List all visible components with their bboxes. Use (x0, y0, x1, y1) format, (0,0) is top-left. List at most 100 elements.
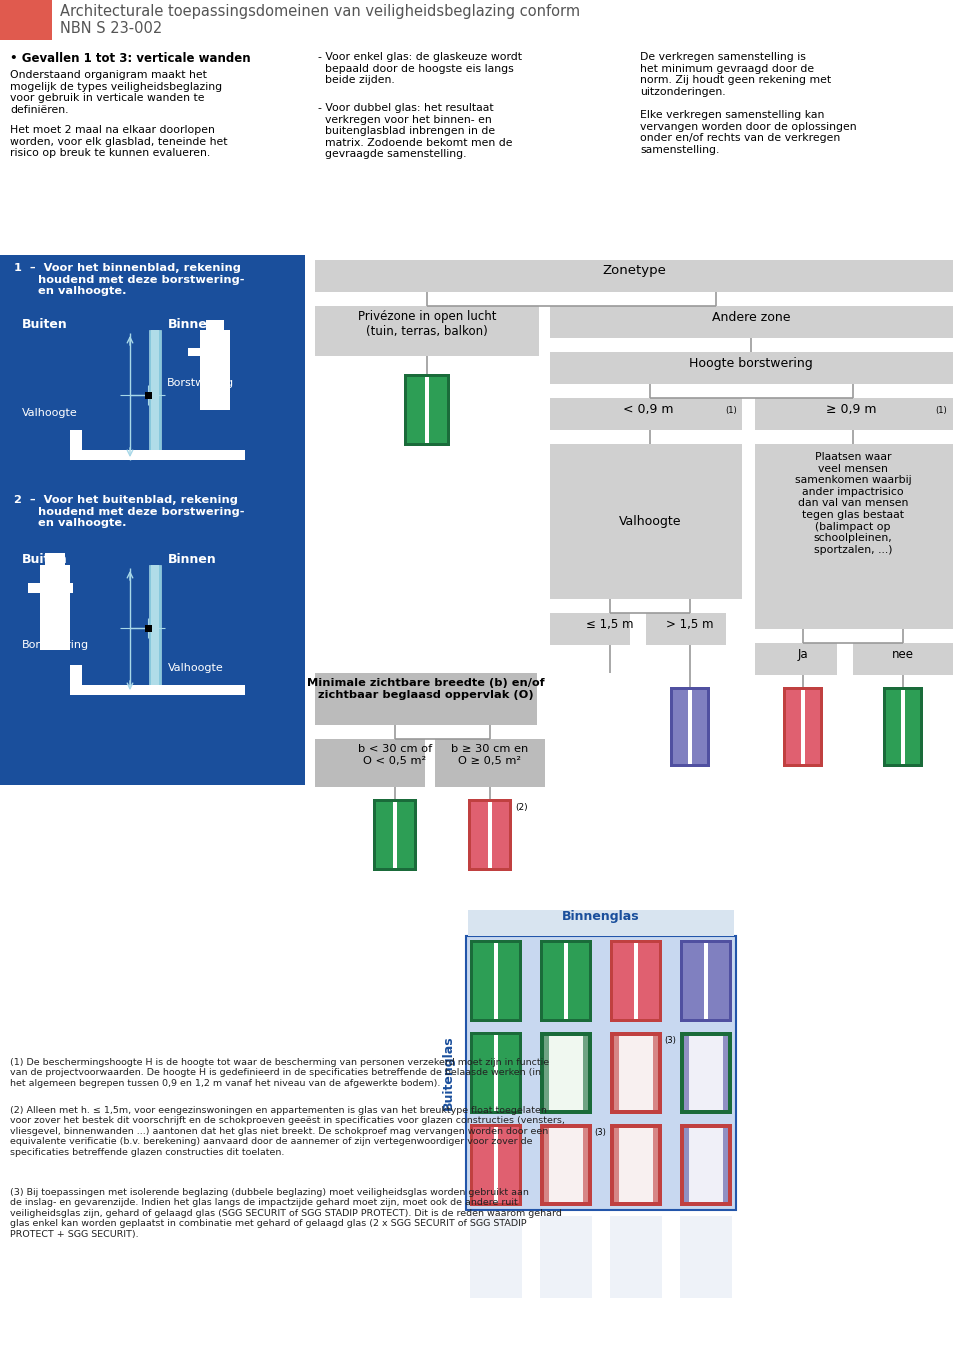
Bar (149, 330, 161, 450)
Bar (0, 0, 52, 40)
Bar (315, 673, 537, 725)
Bar (680, 1032, 732, 1115)
Text: (1) De beschermingshoogte H is de hoogte tot waar de bescherming van personen ve: (1) De beschermingshoogte H is de hoogte… (10, 1058, 549, 1087)
Bar (683, 943, 729, 1019)
Bar (45, 553, 65, 568)
Bar (435, 739, 545, 787)
Bar (550, 398, 742, 430)
Bar (783, 687, 823, 766)
Text: ≥ 0,9 m: ≥ 0,9 m (826, 403, 880, 415)
Bar (468, 910, 734, 936)
Bar (540, 1124, 592, 1206)
Bar (540, 941, 592, 1021)
Text: Andere zone: Andere zone (711, 311, 790, 324)
Text: nee: nee (892, 648, 914, 661)
Bar (70, 686, 245, 695)
Text: Binnenglas: Binnenglas (563, 910, 639, 923)
Bar (704, 943, 708, 1019)
Bar (901, 690, 905, 764)
Bar (610, 1124, 662, 1206)
Bar (200, 330, 230, 410)
Bar (670, 687, 710, 766)
Bar (564, 943, 568, 1019)
Text: b < 30 cm of
O < 0,5 m²: b < 30 cm of O < 0,5 m² (358, 744, 432, 765)
Bar (470, 941, 522, 1021)
Text: Architecturale toepassingsdomeinen van veiligheidsbeglazing conform
NBN S 23-002: Architecturale toepassingsdomeinen van v… (60, 4, 580, 37)
Bar (540, 1032, 592, 1115)
Bar (684, 1128, 689, 1202)
Bar (755, 398, 953, 430)
Text: 2  –  Voor het buitenblad, rekening
      houdend met deze borstwering-
      en: 2 – Voor het buitenblad, rekening houden… (14, 495, 245, 528)
Bar (550, 613, 630, 644)
Bar (540, 1216, 592, 1298)
Bar (470, 1032, 522, 1115)
Bar (494, 1127, 498, 1202)
Bar (470, 1124, 522, 1206)
Bar (470, 1124, 522, 1206)
Text: Binnen: Binnen (168, 318, 217, 330)
Text: Buiten: Buiten (22, 318, 68, 330)
Bar (544, 1128, 549, 1202)
Bar (540, 1032, 592, 1115)
Text: > 1,5 m: > 1,5 m (666, 618, 713, 631)
Bar (145, 625, 152, 632)
Bar (610, 1216, 662, 1298)
Text: Privézone in open lucht
(tuin, terras, balkon): Privézone in open lucht (tuin, terras, b… (358, 310, 496, 339)
Bar (583, 1036, 588, 1111)
Bar (883, 687, 923, 766)
Bar (70, 665, 82, 686)
Bar (614, 1128, 619, 1202)
Text: (1): (1) (935, 406, 947, 415)
Bar (680, 1124, 732, 1206)
Bar (613, 943, 659, 1019)
Text: 1  –  Voor het binnenblad, rekening
      houdend met deze borstwering-
      en: 1 – Voor het binnenblad, rekening houden… (14, 263, 245, 296)
Bar (468, 799, 512, 871)
Bar (149, 565, 161, 686)
Bar (473, 943, 519, 1019)
Bar (723, 1128, 728, 1202)
Bar (40, 565, 70, 650)
Text: - Voor enkel glas: de glaskeuze wordt
  bepaald door de hoogste eis langs
  beid: - Voor enkel glas: de glaskeuze wordt be… (318, 52, 522, 85)
Bar (145, 392, 152, 399)
Bar (376, 802, 414, 868)
Bar (544, 1128, 588, 1202)
Text: b ≥ 30 cm en
O ≥ 0,5 m²: b ≥ 30 cm en O ≥ 0,5 m² (451, 744, 529, 765)
Text: Valhoogte: Valhoogte (168, 664, 224, 673)
Text: • Gevallen 1 tot 3: verticale wanden: • Gevallen 1 tot 3: verticale wanden (10, 52, 251, 64)
Bar (494, 1035, 498, 1111)
Text: De verkregen samenstelling is
het minimum gevraagd door de
norm. Zij houdt geen : De verkregen samenstelling is het minimu… (640, 52, 831, 97)
Bar (544, 1036, 549, 1111)
Text: Onderstaand organigram maakt het
mogelijk de types veiligheidsbeglazing
voor geb: Onderstaand organigram maakt het mogelij… (10, 70, 222, 115)
Text: Buiten: Buiten (22, 553, 68, 566)
Text: Valhoogte: Valhoogte (619, 514, 682, 528)
Text: < 0,9 m: < 0,9 m (623, 403, 677, 415)
Bar (610, 941, 662, 1021)
Bar (393, 802, 397, 868)
Bar (755, 444, 953, 629)
Text: - Voor dubbel glas: het resultaat
  verkregen voor het binnen- en
  buitenglasbl: - Voor dubbel glas: het resultaat verkre… (318, 103, 513, 159)
Bar (28, 583, 73, 594)
Bar (634, 943, 638, 1019)
Text: Valhoogte: Valhoogte (22, 409, 78, 418)
Bar (583, 1128, 588, 1202)
Bar (470, 941, 522, 1021)
Bar (473, 1035, 519, 1111)
Bar (373, 799, 417, 871)
Text: Borstwering: Borstwering (22, 640, 89, 650)
Bar (70, 450, 245, 461)
Bar (470, 1216, 522, 1298)
Bar (614, 1036, 619, 1111)
Text: (2): (2) (515, 803, 528, 812)
Bar (473, 1127, 519, 1202)
Text: ≤ 1,5 m: ≤ 1,5 m (587, 618, 634, 631)
Bar (673, 690, 707, 764)
Bar (188, 348, 230, 356)
Text: Het moet 2 maal na elkaar doorlopen
worden, voor elk glasblad, teneinde het
risi: Het moet 2 maal na elkaar doorlopen word… (10, 125, 228, 158)
Bar (544, 1036, 588, 1111)
Bar (653, 1036, 658, 1111)
Text: Ja: Ja (798, 648, 808, 661)
Bar (786, 690, 820, 764)
Text: (1): (1) (725, 406, 736, 415)
Text: Plaatsen waar
veel mensen
samenkomen waarbij
ander impactrisico
dan val van mens: Plaatsen waar veel mensen samenkomen waa… (795, 452, 911, 555)
Bar (550, 444, 742, 599)
